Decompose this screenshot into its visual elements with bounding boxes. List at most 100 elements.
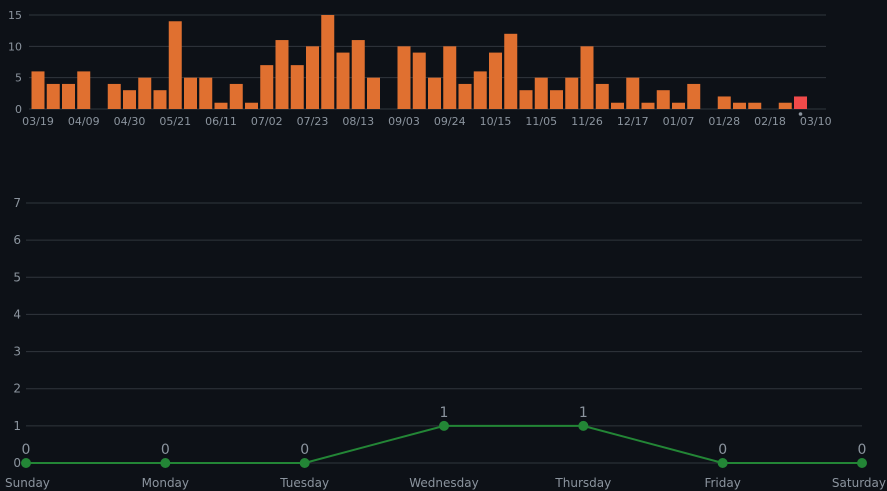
bar[interactable] <box>351 40 365 109</box>
bar[interactable] <box>321 15 335 109</box>
bar[interactable] <box>412 52 426 109</box>
bar-x-tick-label: 03/10 <box>800 115 832 128</box>
line-y-tick-label: 2 <box>13 382 21 396</box>
bar[interactable] <box>184 77 197 109</box>
bar[interactable] <box>626 77 640 109</box>
bar-x-tick-label: 10/15 <box>480 115 512 128</box>
bar[interactable] <box>77 71 91 109</box>
weekday-point[interactable] <box>21 458 31 468</box>
bar-x-tick-label: 07/02 <box>251 115 283 128</box>
line-y-tick-label: 6 <box>13 233 21 247</box>
bar[interactable] <box>672 102 685 109</box>
weekday-series-line <box>26 424 862 464</box>
weekday-data-label: 1 <box>579 405 588 421</box>
bar[interactable] <box>260 65 274 109</box>
weekday-data-label: 0 <box>858 442 867 458</box>
bar-y-tick-label: 5 <box>15 72 22 85</box>
weekday-x-label: Tuesday <box>279 476 329 490</box>
bar[interactable] <box>306 46 319 109</box>
bar[interactable] <box>199 77 213 109</box>
bar[interactable] <box>290 65 304 109</box>
line-y-tick-label: 7 <box>13 196 21 210</box>
bar-x-tick-label: 11/05 <box>525 115 557 128</box>
bar-x-tick-label: 11/26 <box>571 115 603 128</box>
bar-x-tick-label: 07/23 <box>297 115 329 128</box>
bar-x-tick-label: 05/21 <box>159 115 191 128</box>
weekday-point[interactable] <box>578 420 589 431</box>
bar[interactable] <box>717 96 731 109</box>
weekday-data-label: 0 <box>161 442 170 458</box>
bar-x-tick-label: 04/30 <box>114 115 146 128</box>
bar[interactable] <box>565 77 579 109</box>
bar[interactable] <box>123 90 136 109</box>
bar[interactable] <box>138 77 152 109</box>
bar[interactable] <box>550 90 563 109</box>
weekday-x-label: Saturday <box>832 476 886 490</box>
bar[interactable] <box>397 46 411 109</box>
bar[interactable] <box>611 102 624 109</box>
bar-current-week[interactable] <box>794 96 807 109</box>
line-y-tick-label: 5 <box>13 270 21 284</box>
bar[interactable] <box>229 83 243 109</box>
bar-x-tick-label: 09/24 <box>434 115 466 128</box>
bar[interactable] <box>153 90 167 109</box>
weekday-data-label: 0 <box>718 442 727 458</box>
bar[interactable] <box>580 46 594 109</box>
bar[interactable] <box>245 102 258 109</box>
line-y-tick-label: 4 <box>13 307 21 321</box>
bar-x-tick-label: 04/09 <box>68 115 100 128</box>
bar[interactable] <box>489 52 502 109</box>
bar[interactable] <box>641 102 655 109</box>
bar[interactable] <box>367 77 380 109</box>
line-y-tick-label: 3 <box>13 345 21 359</box>
bar[interactable] <box>336 52 350 109</box>
bar[interactable] <box>519 90 533 109</box>
bar[interactable] <box>748 102 762 109</box>
bar[interactable] <box>473 71 487 109</box>
weekday-x-label: Sunday <box>5 476 50 490</box>
weekday-data-label: 0 <box>22 442 31 458</box>
bar[interactable] <box>687 83 701 109</box>
bar[interactable] <box>31 71 45 109</box>
bar[interactable] <box>275 40 289 109</box>
bar-x-tick-label: 12/17 <box>617 115 649 128</box>
bar[interactable] <box>428 77 441 109</box>
bar[interactable] <box>214 102 228 109</box>
weekday-x-label: Monday <box>142 476 189 490</box>
current-week-marker <box>798 112 803 116</box>
bar[interactable] <box>46 83 60 109</box>
weekday-data-label: 0 <box>300 442 309 458</box>
weekday-point[interactable] <box>299 458 310 468</box>
bar-y-tick-label: 15 <box>8 9 22 22</box>
line-y-tick-label: 1 <box>13 419 21 433</box>
bar-x-tick-label: 02/18 <box>754 115 786 128</box>
bar-x-tick-label: 08/13 <box>342 115 374 128</box>
weekday-point[interactable] <box>160 458 171 468</box>
weekday-point[interactable] <box>439 420 449 431</box>
bar[interactable] <box>656 90 670 109</box>
weekday-x-label: Thursday <box>554 476 611 490</box>
bar[interactable] <box>168 21 182 110</box>
bar-y-tick-label: 10 <box>8 40 22 53</box>
bar[interactable] <box>733 102 746 109</box>
bar[interactable] <box>504 33 518 109</box>
bar[interactable] <box>458 83 472 109</box>
bar[interactable] <box>107 83 121 109</box>
line-y-tick-label: 0 <box>13 456 21 470</box>
weekday-point[interactable] <box>717 458 728 468</box>
weekday-x-label: Wednesday <box>409 476 478 490</box>
weekday-point[interactable] <box>857 458 867 468</box>
bar[interactable] <box>62 83 75 109</box>
bar-x-tick-label: 09/03 <box>388 115 420 128</box>
bar[interactable] <box>443 46 457 109</box>
bar[interactable] <box>595 83 609 109</box>
weekday-data-label: 1 <box>440 405 449 421</box>
bar[interactable] <box>778 102 792 109</box>
weekday-x-label: Friday <box>704 476 740 490</box>
bar[interactable] <box>534 77 548 109</box>
bar-x-tick-label: 01/28 <box>708 115 740 128</box>
bar-x-tick-label: 06/11 <box>205 115 237 128</box>
bar-y-tick-label: 0 <box>15 103 22 116</box>
